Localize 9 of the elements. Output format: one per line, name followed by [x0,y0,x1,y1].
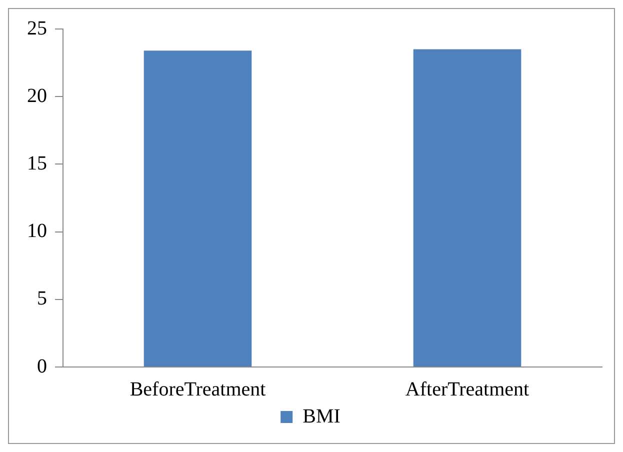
x-tick-label: BeforeTreatment [130,378,266,400]
y-tick-label: 0 [37,355,47,378]
y-tick-label: 5 [37,288,47,310]
y-tick-label: 20 [27,84,47,107]
y-tick-label: 25 [27,17,47,40]
legend-label: BMI [302,405,340,428]
y-tick-label: 15 [27,152,47,174]
y-tick-label: 10 [27,220,47,242]
x-tick-label: AfterTreatment [405,378,530,400]
